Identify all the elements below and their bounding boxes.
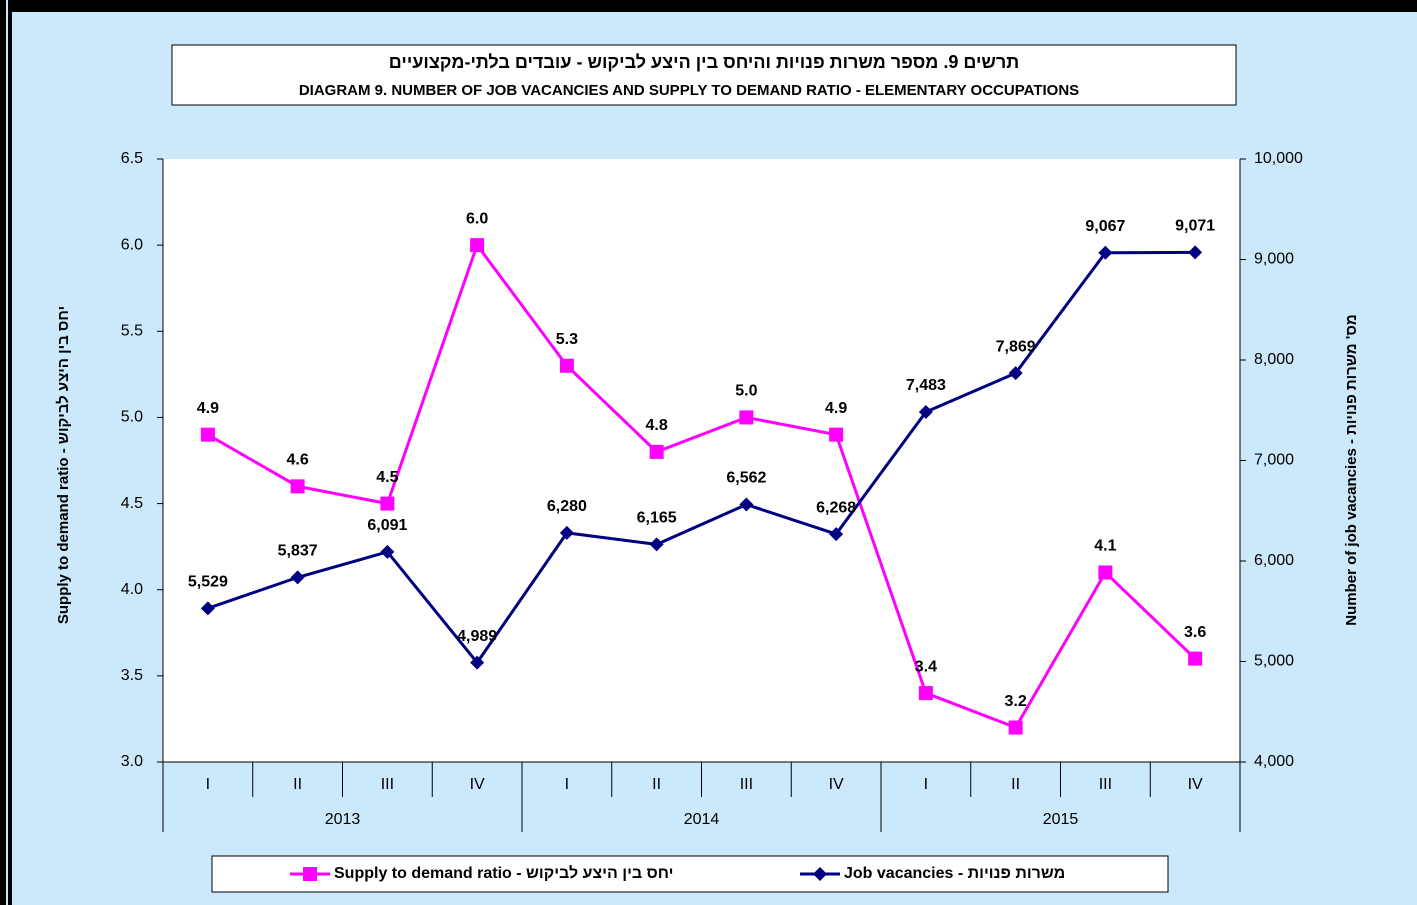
data-point (200, 427, 215, 442)
legend-box (211, 855, 1169, 893)
data-point (918, 686, 933, 701)
legend-marker (813, 867, 827, 881)
x-tick-label: III (381, 776, 394, 793)
series-line (207, 250, 1196, 666)
y-tick-label: 6.0 (121, 236, 143, 253)
legend-label: Supply to demand ratio - יחס בין היצע לב… (334, 864, 673, 882)
data-label: 3.2 (1005, 693, 1027, 710)
data-point (649, 444, 664, 459)
y2-tick-label: 9,000 (1254, 251, 1294, 268)
legend-label: Job vacancies - משרות פנויות (844, 865, 1065, 882)
data-label: 6,562 (726, 470, 766, 487)
data-label: 6,280 (547, 498, 587, 515)
data-label: 7,483 (906, 377, 946, 394)
data-label: 4.9 (197, 400, 219, 417)
data-point (1188, 245, 1203, 260)
chart-title: תרשים 9. מספר משרות פנויות והיחס בין היצ… (389, 52, 1019, 72)
y-tick-label: 5.0 (121, 409, 143, 426)
data-label: 5,837 (278, 543, 318, 560)
x-tick-label: IV (829, 776, 844, 793)
y-tick-label: 5.5 (121, 323, 143, 340)
x-tick-label: III (740, 776, 753, 793)
group-label: 2015 (1043, 811, 1079, 828)
x-tick-label: III (1099, 776, 1112, 793)
data-point (649, 537, 664, 552)
x-tick-label: II (652, 776, 661, 793)
y2-axis-title: Number of job vacancies - מס' משרות פנוי… (1343, 314, 1360, 626)
x-tick-label: II (1011, 776, 1020, 793)
data-point (470, 238, 485, 253)
data-point (739, 497, 754, 512)
data-point (290, 570, 305, 585)
data-label: 4.9 (825, 400, 847, 417)
y-tick-label: 3.5 (121, 667, 143, 684)
data-label: 9,067 (1085, 218, 1125, 235)
data-point (829, 527, 844, 542)
data-point (559, 525, 574, 540)
y2-tick-label: 5,000 (1254, 653, 1294, 670)
x-tick-label: I (206, 776, 210, 793)
x-tick-label: IV (1188, 776, 1203, 793)
x-tick-label: IV (470, 776, 485, 793)
data-label: 4.8 (646, 417, 668, 434)
data-point (1008, 366, 1023, 381)
data-label: 3.6 (1184, 624, 1206, 641)
data-point (1188, 651, 1203, 666)
y2-tick-label: 6,000 (1254, 552, 1294, 569)
y-tick-label: 3.0 (121, 753, 143, 770)
data-label: 4.6 (287, 452, 309, 469)
data-label: 5.3 (556, 331, 578, 348)
x-tick-label: II (293, 776, 302, 793)
group-label: 2013 (325, 811, 361, 828)
y-tick-label: 6.5 (121, 150, 143, 167)
y-tick-label: 4.5 (121, 495, 143, 512)
data-point (918, 404, 933, 419)
title-box (171, 44, 1237, 106)
plot-area (163, 159, 1240, 762)
data-label: 6,165 (637, 510, 677, 527)
y2-tick-label: 10,000 (1254, 150, 1303, 167)
y2-tick-label: 7,000 (1254, 452, 1294, 469)
group-label: 2014 (684, 811, 720, 828)
data-point (739, 410, 754, 425)
data-point (1098, 245, 1113, 260)
data-label: 5.0 (735, 383, 757, 400)
data-label: 6.0 (466, 210, 488, 227)
data-point (559, 358, 574, 373)
legend-marker (303, 867, 317, 881)
data-point (380, 544, 395, 559)
y-tick-label: 4.0 (121, 581, 143, 598)
data-label: 4.1 (1094, 538, 1116, 555)
data-label: 3.4 (915, 658, 937, 675)
data-label: 9,071 (1175, 218, 1215, 235)
y-axis-title: Supply to demand ratio - יחס בין היצע לב… (55, 306, 72, 624)
series-line (207, 241, 1197, 730)
data-label: 6,268 (816, 499, 856, 516)
y2-tick-label: 4,000 (1254, 753, 1294, 770)
data-point (380, 496, 395, 511)
x-tick-label: I (565, 776, 569, 793)
x-tick-label: I (924, 776, 928, 793)
data-label: 6,091 (367, 517, 407, 534)
data-label: 4.5 (376, 469, 398, 486)
data-point (470, 655, 485, 670)
data-label: 4,989 (457, 628, 497, 645)
y2-tick-label: 8,000 (1254, 351, 1294, 368)
data-point (1098, 565, 1113, 580)
chart-subtitle: DIAGRAM 9. NUMBER OF JOB VACANCIES AND S… (299, 82, 1079, 99)
data-point (200, 601, 215, 616)
data-point (290, 479, 305, 494)
data-label: 7,869 (996, 338, 1036, 355)
data-label: 5,529 (188, 574, 228, 591)
data-point (1008, 720, 1023, 735)
data-point (829, 427, 844, 442)
